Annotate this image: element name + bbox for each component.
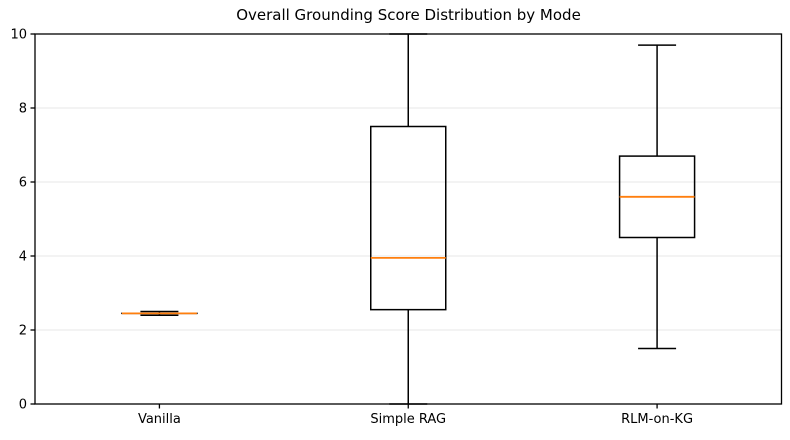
y-tick-label: 6 bbox=[19, 176, 27, 191]
y-tick-label: 8 bbox=[19, 102, 27, 117]
y-tick-label: 10 bbox=[10, 28, 27, 43]
x-tick-label: Vanilla bbox=[138, 412, 181, 427]
y-tick-label: 2 bbox=[19, 324, 27, 339]
y-tick-label: 0 bbox=[19, 398, 27, 413]
y-tick-label: 4 bbox=[19, 250, 27, 265]
box-rect bbox=[370, 125, 447, 311]
chart-title: Overall Grounding Score Distribution by … bbox=[236, 6, 581, 24]
x-tick-label: Simple RAG bbox=[370, 412, 446, 427]
x-tick-label: RLM-on-KG bbox=[621, 412, 693, 427]
